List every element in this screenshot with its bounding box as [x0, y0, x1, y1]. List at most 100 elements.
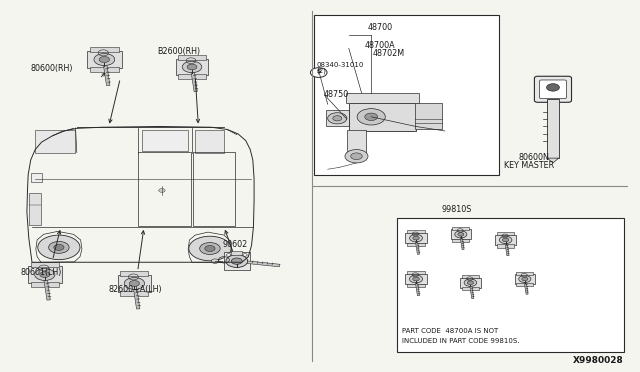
- Circle shape: [410, 275, 422, 283]
- Circle shape: [38, 235, 80, 260]
- Bar: [120, 291, 148, 296]
- Bar: [31, 173, 42, 182]
- Text: B2600(RH): B2600(RH): [157, 47, 200, 56]
- Text: INCLUDED IN PART CODE 99810S.: INCLUDED IN PART CODE 99810S.: [402, 338, 520, 344]
- Bar: [407, 243, 425, 246]
- Bar: [516, 283, 533, 286]
- Bar: [349, 103, 416, 131]
- Circle shape: [328, 113, 347, 124]
- Bar: [495, 235, 516, 245]
- Circle shape: [413, 236, 419, 240]
- Circle shape: [310, 68, 327, 77]
- Text: 48700A: 48700A: [365, 41, 396, 50]
- Circle shape: [351, 153, 362, 160]
- Bar: [497, 232, 515, 235]
- Polygon shape: [44, 280, 51, 300]
- Text: 82600+A(LH): 82600+A(LH): [109, 285, 163, 294]
- Text: 80600(RH): 80600(RH): [31, 64, 73, 73]
- Bar: [314, 15, 499, 175]
- Circle shape: [333, 116, 342, 121]
- Polygon shape: [134, 289, 140, 309]
- Polygon shape: [505, 244, 509, 256]
- Bar: [29, 193, 41, 225]
- Polygon shape: [191, 73, 197, 92]
- Circle shape: [458, 232, 464, 236]
- Circle shape: [54, 244, 64, 250]
- Text: 48750: 48750: [323, 90, 348, 99]
- Text: 48700: 48700: [368, 23, 393, 32]
- Circle shape: [410, 234, 422, 242]
- Bar: [120, 271, 148, 276]
- Bar: [175, 59, 208, 75]
- Bar: [497, 244, 515, 248]
- Circle shape: [499, 236, 512, 244]
- Text: KEY MASTER: KEY MASTER: [504, 161, 554, 170]
- Bar: [460, 278, 481, 288]
- Bar: [452, 239, 469, 242]
- Bar: [195, 130, 224, 153]
- Bar: [142, 130, 188, 151]
- Circle shape: [365, 113, 378, 121]
- Bar: [407, 271, 425, 274]
- Polygon shape: [415, 242, 419, 254]
- Circle shape: [40, 272, 50, 278]
- Bar: [405, 274, 427, 284]
- Circle shape: [99, 57, 109, 62]
- Circle shape: [345, 150, 368, 163]
- Bar: [407, 230, 425, 234]
- Circle shape: [129, 280, 140, 286]
- Text: 80600N: 80600N: [519, 153, 550, 162]
- Bar: [405, 233, 427, 243]
- Text: 48702M: 48702M: [372, 49, 404, 58]
- Circle shape: [455, 231, 467, 238]
- Bar: [179, 74, 205, 79]
- Bar: [461, 275, 479, 278]
- FancyBboxPatch shape: [534, 76, 572, 102]
- Polygon shape: [524, 282, 528, 294]
- Bar: [547, 99, 559, 158]
- Bar: [452, 227, 469, 230]
- Circle shape: [357, 109, 385, 125]
- Polygon shape: [460, 238, 464, 250]
- Polygon shape: [415, 283, 420, 296]
- Bar: [516, 272, 533, 275]
- Circle shape: [189, 236, 231, 261]
- Text: X9980028: X9980028: [573, 356, 624, 365]
- Polygon shape: [104, 65, 110, 86]
- Circle shape: [182, 61, 202, 73]
- Circle shape: [94, 54, 115, 65]
- Bar: [451, 230, 471, 239]
- Text: 08340-31010: 08340-31010: [317, 62, 364, 68]
- Bar: [179, 55, 205, 60]
- Bar: [118, 275, 151, 292]
- Circle shape: [211, 259, 219, 263]
- Bar: [326, 110, 349, 126]
- Circle shape: [413, 277, 419, 281]
- Circle shape: [200, 243, 220, 254]
- Bar: [193, 152, 235, 226]
- Bar: [415, 103, 442, 129]
- Bar: [28, 266, 61, 283]
- Circle shape: [35, 269, 55, 280]
- Polygon shape: [547, 158, 559, 163]
- FancyBboxPatch shape: [540, 80, 566, 99]
- Text: S: S: [316, 69, 321, 74]
- Circle shape: [519, 276, 531, 282]
- Bar: [31, 262, 59, 267]
- Circle shape: [205, 246, 215, 251]
- Bar: [407, 284, 425, 287]
- Bar: [87, 51, 122, 68]
- Bar: [397, 218, 624, 352]
- Circle shape: [49, 241, 69, 253]
- Bar: [224, 253, 250, 270]
- Circle shape: [227, 254, 231, 256]
- Bar: [515, 274, 535, 284]
- Circle shape: [467, 281, 474, 285]
- Polygon shape: [470, 286, 474, 299]
- Text: 90602: 90602: [223, 240, 248, 249]
- Bar: [346, 93, 419, 103]
- Circle shape: [232, 258, 243, 264]
- Circle shape: [159, 189, 165, 192]
- Bar: [31, 282, 59, 287]
- Circle shape: [502, 238, 509, 242]
